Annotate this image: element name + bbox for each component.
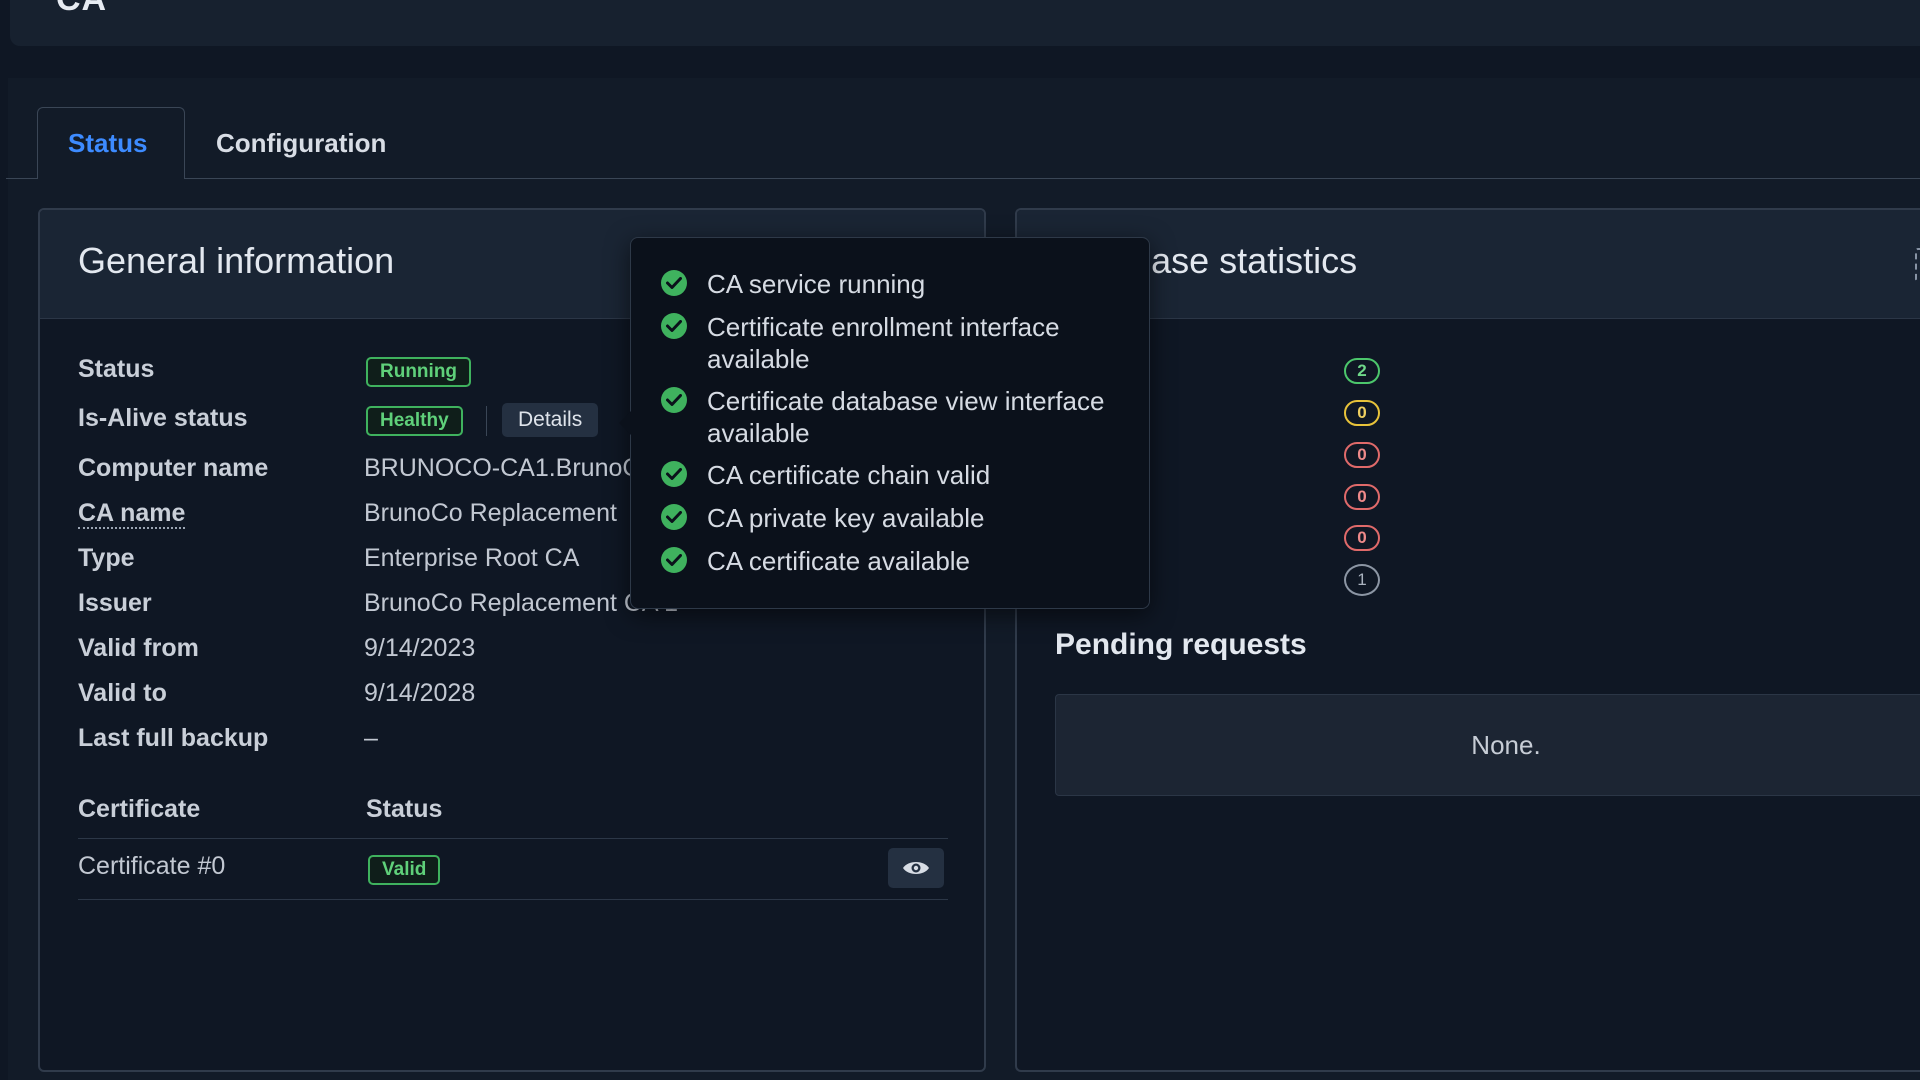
tooltip-arrow	[619, 411, 631, 435]
stat-count-badge: 0	[1344, 525, 1380, 551]
ca-name-label-text: CA name	[78, 499, 186, 529]
check-circle-icon	[661, 313, 687, 339]
check-circle-icon	[661, 270, 687, 296]
issuer-label: Issuer	[78, 589, 152, 617]
check-item: CA certificate chain valid	[661, 459, 1117, 491]
healthy-badge: Healthy	[366, 406, 463, 436]
eye-icon	[903, 862, 929, 874]
table-header-divider	[78, 838, 948, 839]
check-circle-icon	[661, 547, 687, 573]
certificate-name: Certificate #0	[78, 852, 226, 880]
issuer-value: BrunoCo Replacement CA 1	[364, 589, 679, 617]
view-certificate-button[interactable]	[888, 848, 944, 888]
check-circle-icon	[661, 504, 687, 530]
database-statistics-panel: Database statistics 2 g 0 d 0 0 0 1 Pend…	[1015, 208, 1920, 1072]
valid-to-label: Valid to	[78, 679, 167, 707]
check-item: CA private key available	[661, 502, 1117, 534]
pending-requests-title: Pending requests	[1055, 628, 1307, 661]
ca-name-label: CA name	[78, 499, 186, 529]
check-item-text: Certificate database view interface avai…	[707, 386, 1105, 448]
type-value: Enterprise Root CA	[364, 544, 580, 572]
valid-to-value: 9/14/2028	[364, 679, 476, 707]
last-backup-value: –	[364, 724, 378, 752]
valid-badge: Valid	[368, 855, 441, 885]
status-value: Running	[366, 355, 472, 387]
status-badge: Running	[366, 357, 472, 387]
certificate-column-header: Certificate	[78, 795, 201, 823]
is-alive-value: Healthy	[366, 404, 463, 436]
check-item-text: CA private key available	[707, 503, 985, 533]
is-alive-details-tooltip: CA service running Certificate enrollmen…	[619, 237, 1150, 609]
stat-count-badge: 2	[1344, 358, 1380, 384]
pending-requests-empty: None.	[1055, 694, 1920, 796]
ca-name-value: BrunoCo Replacement	[364, 499, 617, 527]
check-item: CA certificate available	[661, 545, 1117, 577]
valid-from-value: 9/14/2023	[364, 634, 476, 662]
status-column-header: Status	[366, 795, 443, 823]
check-item-text: CA certificate available	[707, 546, 971, 576]
stat-count-badge: 1	[1344, 564, 1380, 596]
valid-from-label: Valid from	[78, 634, 199, 662]
is-alive-label: Is-Alive status	[78, 404, 248, 432]
details-separator	[486, 406, 487, 436]
check-item-text: CA certificate chain valid	[707, 460, 991, 490]
computer-name-value: BRUNOCO-CA1.BrunoC	[364, 454, 641, 482]
general-information-title: General information	[78, 240, 395, 281]
tab-configuration[interactable]: Configuration	[216, 127, 387, 158]
top-bar: CA	[10, 0, 1920, 46]
status-label: Status	[78, 355, 155, 383]
check-item: Certificate database view interface avai…	[661, 385, 1117, 449]
table-row-divider	[78, 899, 948, 900]
type-label: Type	[78, 544, 135, 572]
check-circle-icon	[661, 461, 687, 487]
details-button[interactable]: Details	[502, 403, 599, 437]
stat-count-badge: 0	[1344, 484, 1380, 510]
database-statistics-header: Database statistics	[1017, 210, 1920, 319]
check-item-text: CA service running	[707, 269, 926, 299]
expand-icon[interactable]	[1915, 248, 1920, 282]
app-title: CA	[56, 0, 107, 19]
last-backup-label: Last full backup	[78, 724, 269, 752]
check-circle-icon	[661, 387, 687, 413]
check-item: Certificate enrollment interface availab…	[661, 311, 1117, 375]
stat-count-badge: 0	[1344, 442, 1380, 468]
tab-status[interactable]: Status	[37, 107, 185, 179]
check-item-text: Certificate enrollment interface availab…	[707, 312, 1060, 374]
tab-strip-divider	[6, 178, 1920, 179]
certificate-status: Valid	[368, 853, 441, 885]
stat-count-badge: 0	[1344, 400, 1380, 426]
computer-name-label: Computer name	[78, 454, 269, 482]
check-item: CA service running	[661, 268, 1117, 300]
